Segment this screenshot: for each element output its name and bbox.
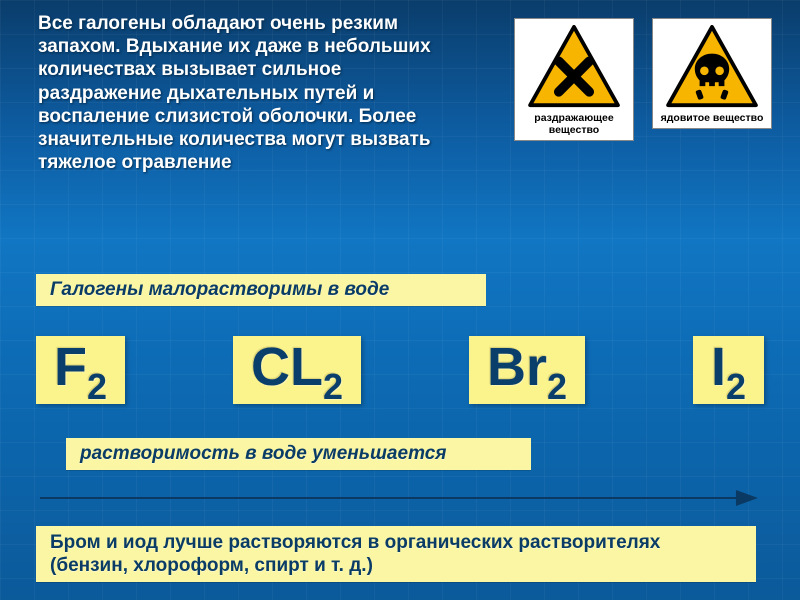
hazard-sign-toxic: ядовитое вещество — [652, 18, 772, 129]
formula-base: I — [711, 340, 726, 394]
formula-base: CL — [251, 340, 323, 394]
trend-arrow — [36, 486, 758, 510]
skull-icon — [664, 25, 760, 109]
formula-br2: Br2 — [469, 336, 585, 404]
hazard-label: ядовитое вещество — [657, 112, 767, 124]
banner-solubility-header: Галогены малорастворимы в воде — [36, 274, 486, 306]
hazard-label: раздражающее вещество — [519, 112, 629, 136]
formula-base: Br — [487, 340, 547, 394]
formula-sub: 2 — [726, 369, 746, 405]
formula-sub: 2 — [547, 369, 567, 405]
irritant-icon — [526, 25, 622, 109]
formula-sub: 2 — [323, 369, 343, 405]
banner-solubility-trend: растворимость в воде уменьшается — [66, 438, 531, 470]
banner-bottom-note: Бром и иод лучше растворяются в органиче… — [36, 526, 756, 582]
formula-sub: 2 — [87, 369, 107, 405]
formula-row: F2 CL2 Br2 I2 — [36, 322, 764, 418]
intro-paragraph: Все галогены обладают очень резким запах… — [38, 12, 458, 174]
hazard-plate: ядовитое вещество — [652, 18, 772, 129]
hazard-plate: раздражающее вещество — [514, 18, 634, 141]
formula-base: F — [54, 340, 87, 394]
formula-cl2: CL2 — [233, 336, 361, 404]
formula-f2: F2 — [36, 336, 125, 404]
hazard-sign-irritant: раздражающее вещество — [514, 18, 634, 141]
formula-i2: I2 — [693, 336, 764, 404]
